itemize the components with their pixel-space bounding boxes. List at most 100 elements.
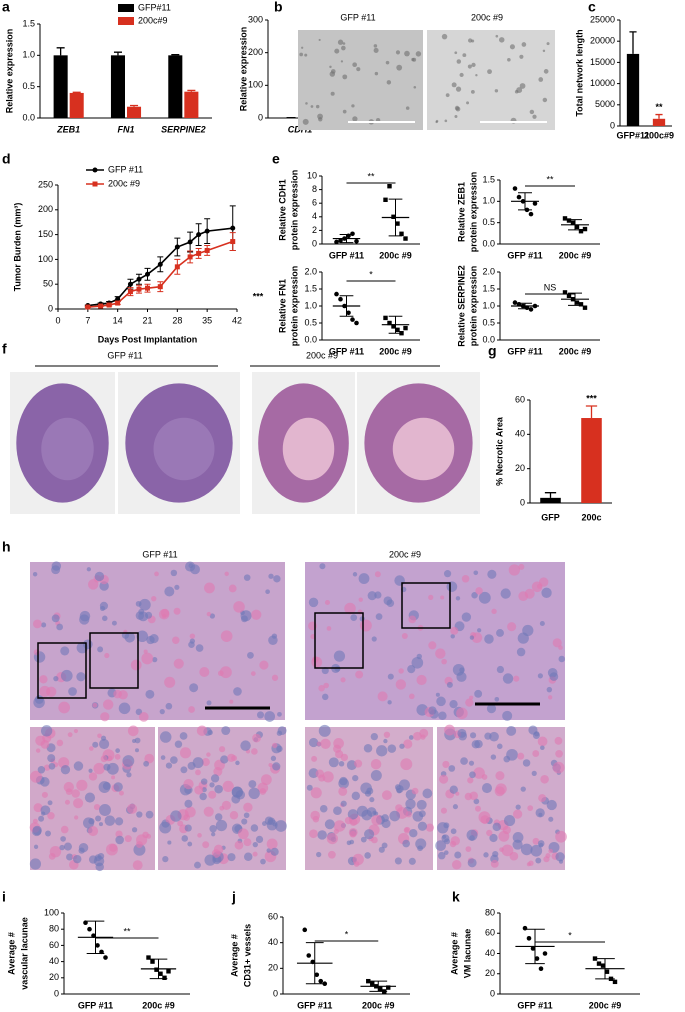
texture [115, 748, 120, 753]
texture [558, 655, 566, 663]
texture [133, 843, 146, 856]
texture [495, 771, 505, 781]
y-tick-label: 15000 [590, 57, 615, 67]
texture [104, 815, 116, 826]
y-tick-label: 150 [38, 229, 53, 239]
texture [93, 803, 101, 811]
inset-box [89, 632, 139, 689]
annotation: ** [655, 102, 663, 112]
texture [33, 803, 43, 813]
texture [371, 836, 378, 844]
annotation: * [369, 269, 373, 279]
texture [184, 824, 192, 832]
texture [173, 658, 184, 669]
texture [454, 105, 460, 111]
texture [228, 584, 237, 593]
point [103, 955, 108, 960]
texture [56, 623, 63, 631]
texture [358, 597, 363, 602]
tissue [282, 417, 335, 481]
texture [374, 71, 379, 76]
texture [402, 839, 410, 848]
y-tick-label: 0.0 [22, 112, 35, 122]
texture [316, 851, 322, 858]
texture [531, 581, 543, 593]
texture [73, 728, 79, 734]
texture [250, 824, 259, 832]
texture [98, 822, 103, 827]
image [427, 30, 555, 130]
annotation: * [345, 929, 349, 939]
point [354, 238, 359, 244]
texture [183, 779, 194, 790]
x-tick-label: 200c [581, 512, 601, 522]
texture [270, 755, 277, 762]
texture [170, 569, 178, 577]
annotation: *** [586, 393, 597, 403]
texture [403, 826, 411, 834]
y-axis-label: Total network length [574, 29, 584, 116]
texture [159, 731, 172, 743]
texture [88, 772, 98, 781]
texture [470, 89, 475, 94]
y-axis-label: Relative CDH1 [277, 179, 287, 241]
texture [138, 608, 145, 615]
texture [504, 815, 516, 827]
panel-letter: e [272, 151, 280, 167]
texture [450, 836, 460, 846]
tissue [41, 417, 94, 481]
point [354, 320, 359, 326]
texture [131, 827, 138, 833]
y-axis-label: Relative expression [4, 29, 14, 114]
texture [122, 755, 135, 767]
texture [29, 858, 42, 870]
texture [489, 731, 499, 742]
texture [209, 782, 215, 788]
texture [360, 836, 367, 843]
bar [652, 118, 666, 126]
texture [251, 609, 262, 620]
texture [381, 842, 388, 849]
texture [367, 591, 377, 601]
texture [376, 745, 388, 757]
texture [512, 839, 523, 850]
point [512, 186, 518, 191]
texture [134, 737, 141, 744]
texture [442, 834, 447, 839]
point [403, 325, 408, 331]
inset-box [314, 612, 364, 669]
error-bar [655, 113, 663, 119]
point [166, 969, 171, 974]
texture [275, 820, 287, 832]
point [366, 978, 371, 984]
texture [389, 810, 401, 822]
y-tick-label: 0.5 [482, 217, 495, 227]
texture [264, 816, 274, 825]
texture [340, 800, 347, 807]
texture [327, 850, 336, 859]
y-tick-label: 2 [312, 225, 317, 235]
y-tick-label: 1.5 [482, 283, 495, 293]
y-tick-label: 40 [485, 948, 495, 958]
point [302, 927, 308, 933]
texture [370, 758, 382, 770]
texture [498, 830, 510, 842]
texture [60, 765, 71, 775]
annotation: *** [253, 291, 264, 301]
texture [487, 69, 492, 75]
texture [456, 59, 462, 64]
texture [276, 745, 283, 753]
texture [519, 54, 524, 59]
texture [333, 828, 339, 834]
texture [165, 762, 173, 769]
point [512, 300, 518, 305]
x-tick-label: ZEB1 [56, 124, 80, 134]
texture [32, 818, 38, 824]
texture [233, 687, 242, 696]
y-tick-label: 1.0 [304, 300, 317, 310]
texture [194, 861, 201, 869]
texture [461, 574, 470, 583]
x-tick-label: 200c #9 [379, 250, 412, 260]
texture [220, 630, 233, 643]
sd-bar [339, 295, 354, 317]
